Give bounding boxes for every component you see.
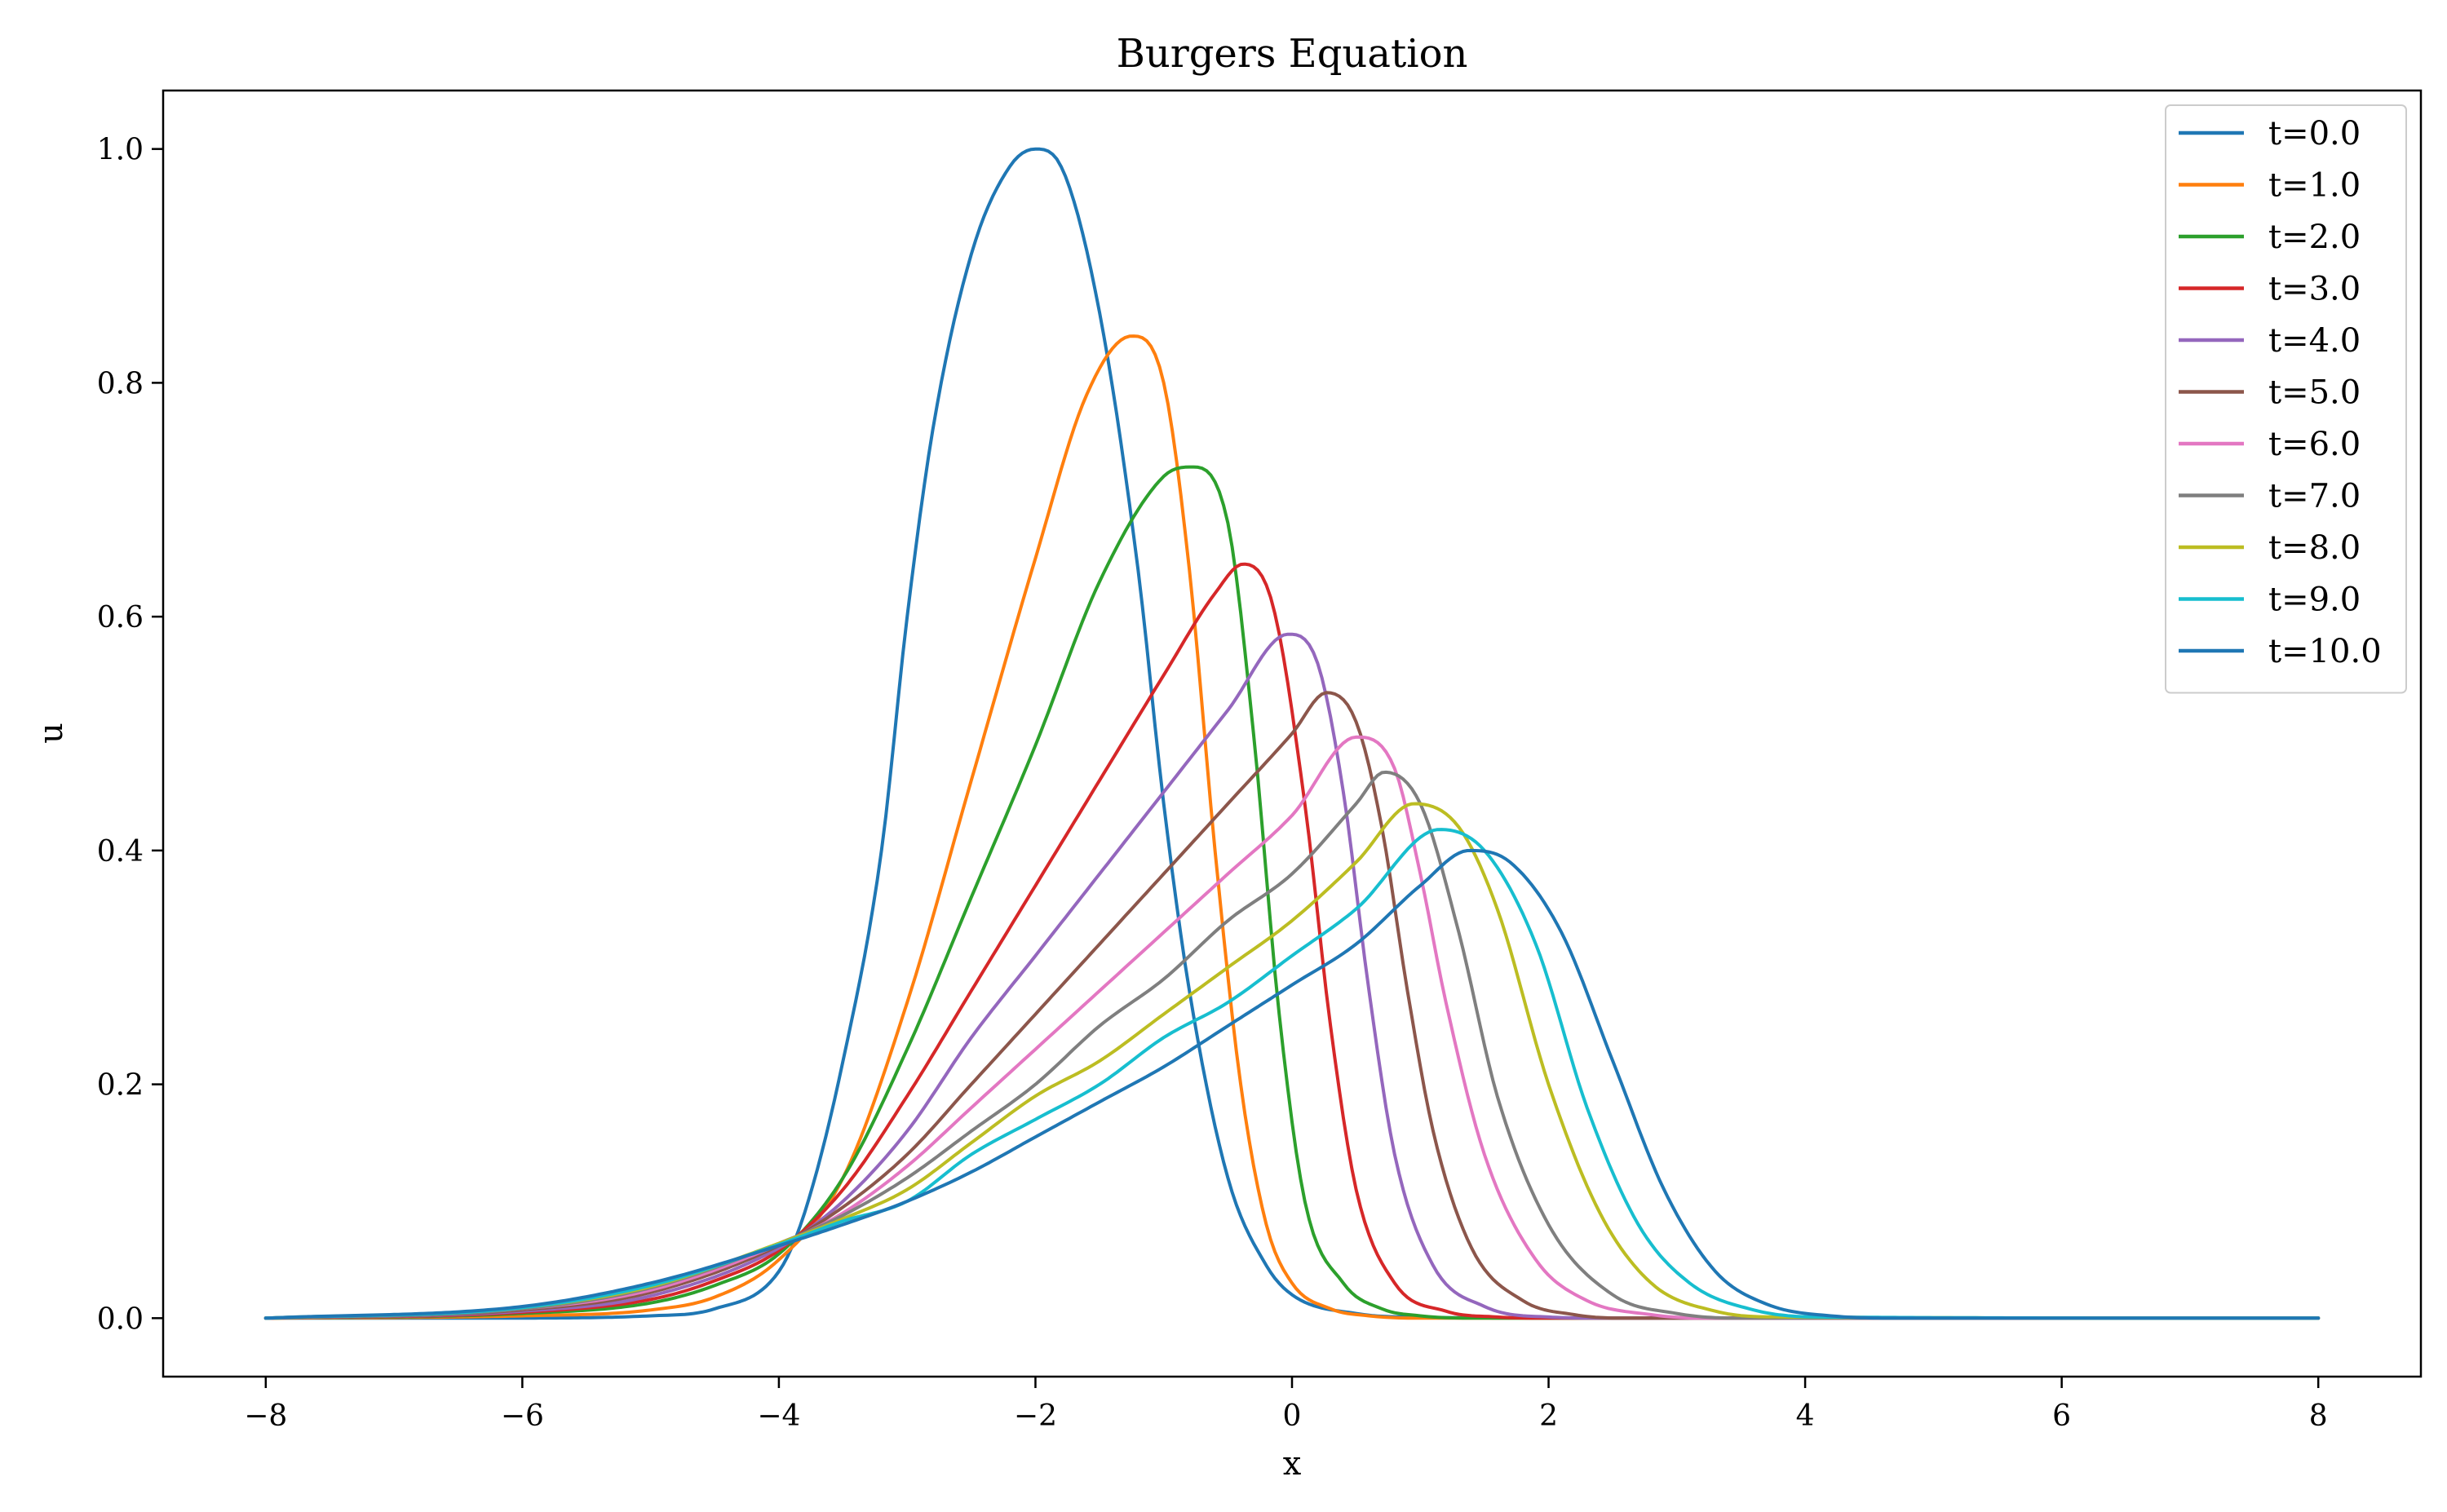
y-tick-label: 0.6 [97,601,144,634]
legend-label-t-3-0: t=3.0 [2268,271,2361,308]
y-tick-label: 1.0 [97,134,144,167]
legend: t=0.0 t=1.0 t=2.0 t=3.0 t=4.0 t=5.0 t=6.0 t=7.0… [2165,104,2407,694]
y-tick-label: 0.4 [97,835,144,869]
y-tick-label: 0.0 [97,1302,144,1336]
y-axis-label: u [33,723,70,744]
x-tick-label: −6 [501,1399,544,1433]
legend-label-t-8-0: t=8.0 [2268,529,2361,567]
series-line-t-10-0 [263,848,2321,1320]
x-tick-label: −4 [757,1399,800,1433]
legend-label-t-10-0: t=10.0 [2268,633,2382,670]
legend-label-t-5-0: t=5.0 [2268,374,2361,412]
y-tick-label: 0.2 [97,1069,144,1103]
legend-label-t-7-0: t=7.0 [2268,478,2361,515]
legend-label-t-6-0: t=6.0 [2268,426,2361,463]
x-tick-label: −8 [244,1399,287,1433]
chart-title: Burgers Equation [1117,31,1468,77]
legend-label-t-0-0: t=0.0 [2268,115,2361,153]
x-tick-label: −2 [1014,1399,1057,1433]
y-tick-label: 0.8 [97,367,144,400]
y-axis: 0.0 0.2 0.4 0.6 0.8 1.0 [97,134,163,1336]
plot-lines [263,147,2321,1320]
x-tick-label: 6 [2052,1399,2071,1433]
legend-label-t-2-0: t=2.0 [2268,219,2361,256]
x-tick-label: 2 [1539,1399,1558,1433]
x-tick-label: 4 [1796,1399,1815,1433]
legend-label-t-1-0: t=1.0 [2268,167,2361,205]
x-axis: −8 −6 −4 −2 0 2 4 6 8 [244,1377,2328,1433]
x-tick-label: 8 [2309,1399,2328,1433]
legend-label-t-4-0: t=4.0 [2268,322,2361,360]
x-axis-label: x [1283,1445,1302,1483]
legend-label-t-9-0: t=9.0 [2268,581,2361,619]
x-tick-label: 0 [1283,1399,1302,1433]
